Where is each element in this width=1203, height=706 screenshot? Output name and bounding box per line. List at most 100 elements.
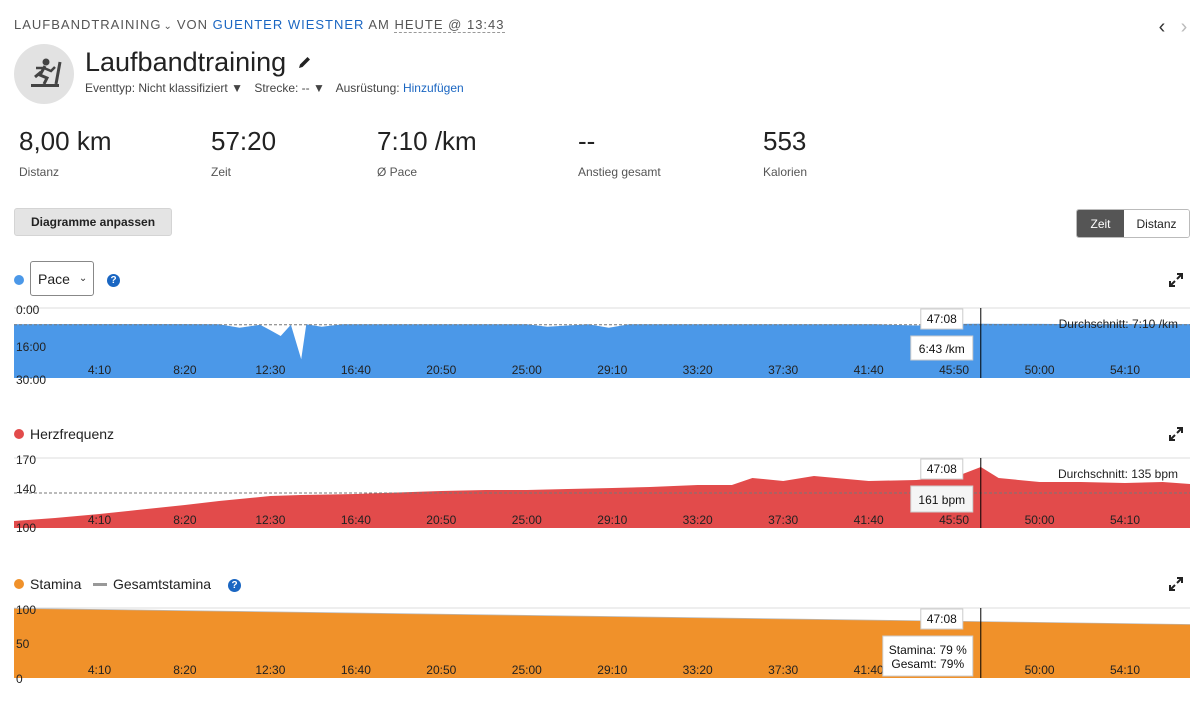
x-tick-label: 37:30 [768, 663, 798, 677]
svg-text:47:08: 47:08 [927, 612, 957, 626]
pace-metric-select[interactable]: Pace ⌄ [30, 261, 94, 296]
pace-y-tick: 30:00 [16, 373, 46, 385]
heart-cursor-time: 47:08 [920, 458, 964, 480]
stat-value: 7:10 /km [377, 126, 477, 156]
gear-label: Ausrüstung: [335, 81, 400, 95]
x-tick-label: 25:00 [512, 513, 542, 527]
heart-chart[interactable]: 170 140 100 4:10 8:20 12:30 16:40 20:50 25:00… [0, 450, 1203, 535]
pace-y-tick: 16:00 [16, 340, 46, 354]
x-tick-label: 25:00 [512, 363, 542, 377]
gear-add-link[interactable]: Hinzufügen [402, 81, 464, 95]
x-tick-label: 12:30 [255, 513, 285, 527]
event-type-label: Eventtyp: [85, 81, 136, 95]
breadcrumb-at: AM [368, 17, 390, 32]
pace-chart[interactable]: 0:00 16:00 30:00 4:10 8:20 12:30 16:40 20:50… [0, 300, 1203, 385]
pace-help-icon[interactable]: ? [107, 274, 120, 287]
svg-text:47:08: 47:08 [927, 312, 957, 326]
stamina-tooltip: Stamina: 79 % Gesamt: 79% [882, 635, 974, 677]
stat-value: 8,00 km [19, 126, 112, 156]
svg-text:6:43 /km: 6:43 /km [919, 342, 965, 356]
x-tick-label: 54:10 [1110, 363, 1140, 377]
previous-arrow-icon[interactable]: ‹ [1158, 16, 1166, 38]
stamina-cursor-time: 47:08 [920, 608, 964, 630]
toggle-distance-button[interactable]: Distanz [1124, 210, 1189, 237]
pace-tooltip: 6:43 /km [910, 335, 974, 361]
stat-value: 57:20 [211, 126, 277, 156]
stamina-expand-icon[interactable] [1169, 577, 1183, 591]
x-tick-label: 45:50 [939, 513, 969, 527]
pace-x-ticks: 4:10 8:20 12:30 16:40 20:50 25:00 29:10 33:20 37… [88, 363, 1141, 377]
stamina-y-tick: 100 [16, 603, 36, 617]
next-arrow-icon[interactable]: › [1180, 16, 1188, 38]
stat-label: Zeit [211, 165, 232, 179]
x-tick-label: 20:50 [426, 513, 456, 527]
x-tick-label: 16:40 [341, 513, 371, 527]
x-tick-label: 33:20 [683, 513, 713, 527]
x-tick-label: 20:50 [426, 663, 456, 677]
svg-text:Stamina: 79 %: Stamina: 79 % [889, 643, 967, 657]
x-tick-label: 4:10 [88, 363, 112, 377]
breadcrumb-time[interactable]: HEUTE @ 13:43 [394, 17, 505, 33]
pace-metric-select-value: Pace [38, 270, 70, 287]
x-tick-label: 50:00 [1025, 363, 1055, 377]
x-tick-label: 41:40 [854, 513, 884, 527]
stamina-legend-dot [14, 579, 24, 589]
svg-text:Gesamt: 79%: Gesamt: 79% [891, 657, 964, 671]
stamina-chart[interactable]: 100 50 0 4:10 8:20 12:30 16:40 20:50 25:00 29:… [0, 600, 1203, 686]
svg-text:161 bpm: 161 bpm [918, 493, 965, 507]
x-tick-label: 37:30 [768, 363, 798, 377]
edit-pencil-icon[interactable] [297, 55, 312, 70]
pace-cursor-time: 47:08 [920, 308, 964, 330]
heart-legend-dot [14, 429, 24, 439]
heart-y-tick: 100 [16, 521, 36, 535]
customize-charts-button[interactable]: Diagramme anpassen [14, 208, 172, 236]
route-label: Strecke: [254, 81, 299, 95]
pace-y-tick: 0:00 [16, 303, 40, 317]
x-tick-label: 29:10 [597, 663, 627, 677]
breadcrumb-activity[interactable]: LAUFBANDTRAINING [14, 17, 162, 32]
route-dropdown-icon[interactable]: ▼ [313, 81, 325, 95]
stamina-y-tick: 0 [16, 672, 23, 686]
x-tick-label: 41:40 [854, 363, 884, 377]
heart-average-label: Durchschnitt: 135 bpm [1058, 467, 1178, 481]
pace-average-label: Durchschnitt: 7:10 /km [1059, 317, 1178, 331]
breadcrumb-user-link[interactable]: GUENTER WIESTNER [212, 17, 365, 32]
x-tick-label: 12:30 [255, 663, 285, 677]
heart-section-label: Herzfrequenz [30, 426, 115, 442]
treadmill-runner-icon [31, 58, 62, 87]
stat-value: 553 [763, 126, 807, 156]
x-tick-label: 4:10 [88, 663, 112, 677]
stat-calories: 553 Kalorien [763, 126, 807, 179]
route-value[interactable]: -- [301, 81, 310, 95]
stat-label: Anstieg gesamt [578, 165, 661, 179]
pace-area [14, 323, 1190, 378]
stat-avg-pace: 7:10 /km Ø Pace [377, 126, 477, 179]
stat-ascent: -- Anstieg gesamt [578, 126, 661, 179]
event-type-dropdown-icon[interactable]: ▼ [231, 81, 243, 95]
x-tick-label: 50:00 [1025, 663, 1055, 677]
total-stamina-legend-dash [93, 583, 107, 586]
x-tick-label: 29:10 [597, 513, 627, 527]
x-tick-label: 41:40 [854, 663, 884, 677]
pace-expand-icon[interactable] [1169, 273, 1183, 287]
x-tick-label: 54:10 [1110, 513, 1140, 527]
heart-y-tick: 170 [16, 453, 36, 467]
stat-label: Ø Pace [377, 165, 418, 179]
stamina-help-icon[interactable]: ? [228, 579, 241, 592]
chevron-down-icon: ⌄ [78, 273, 88, 284]
x-tick-label: 16:40 [341, 663, 371, 677]
x-tick-label: 37:30 [768, 513, 798, 527]
stat-time: 57:20 Zeit [211, 126, 276, 179]
heart-area [14, 467, 1190, 528]
activity-nav: ‹ › [1151, 16, 1195, 39]
x-tick-label: 29:10 [597, 363, 627, 377]
heart-tooltip: 161 bpm [910, 485, 974, 513]
x-tick-label: 16:40 [341, 363, 371, 377]
toggle-time-button[interactable]: Zeit [1077, 210, 1124, 237]
total-stamina-section-label: Gesamtstamina [113, 576, 212, 592]
breadcrumb: LAUFBANDTRAINING ⌄ VON GUENTER WIESTNER AM… [14, 17, 505, 33]
heart-x-ticks: 4:10 8:20 12:30 16:40 20:50 25:00 29:10 33:20 37… [88, 513, 1141, 527]
event-type-value[interactable]: Nicht klassifiziert [138, 81, 228, 95]
heart-expand-icon[interactable] [1169, 427, 1183, 441]
chevron-down-icon[interactable]: ⌄ [163, 21, 173, 32]
